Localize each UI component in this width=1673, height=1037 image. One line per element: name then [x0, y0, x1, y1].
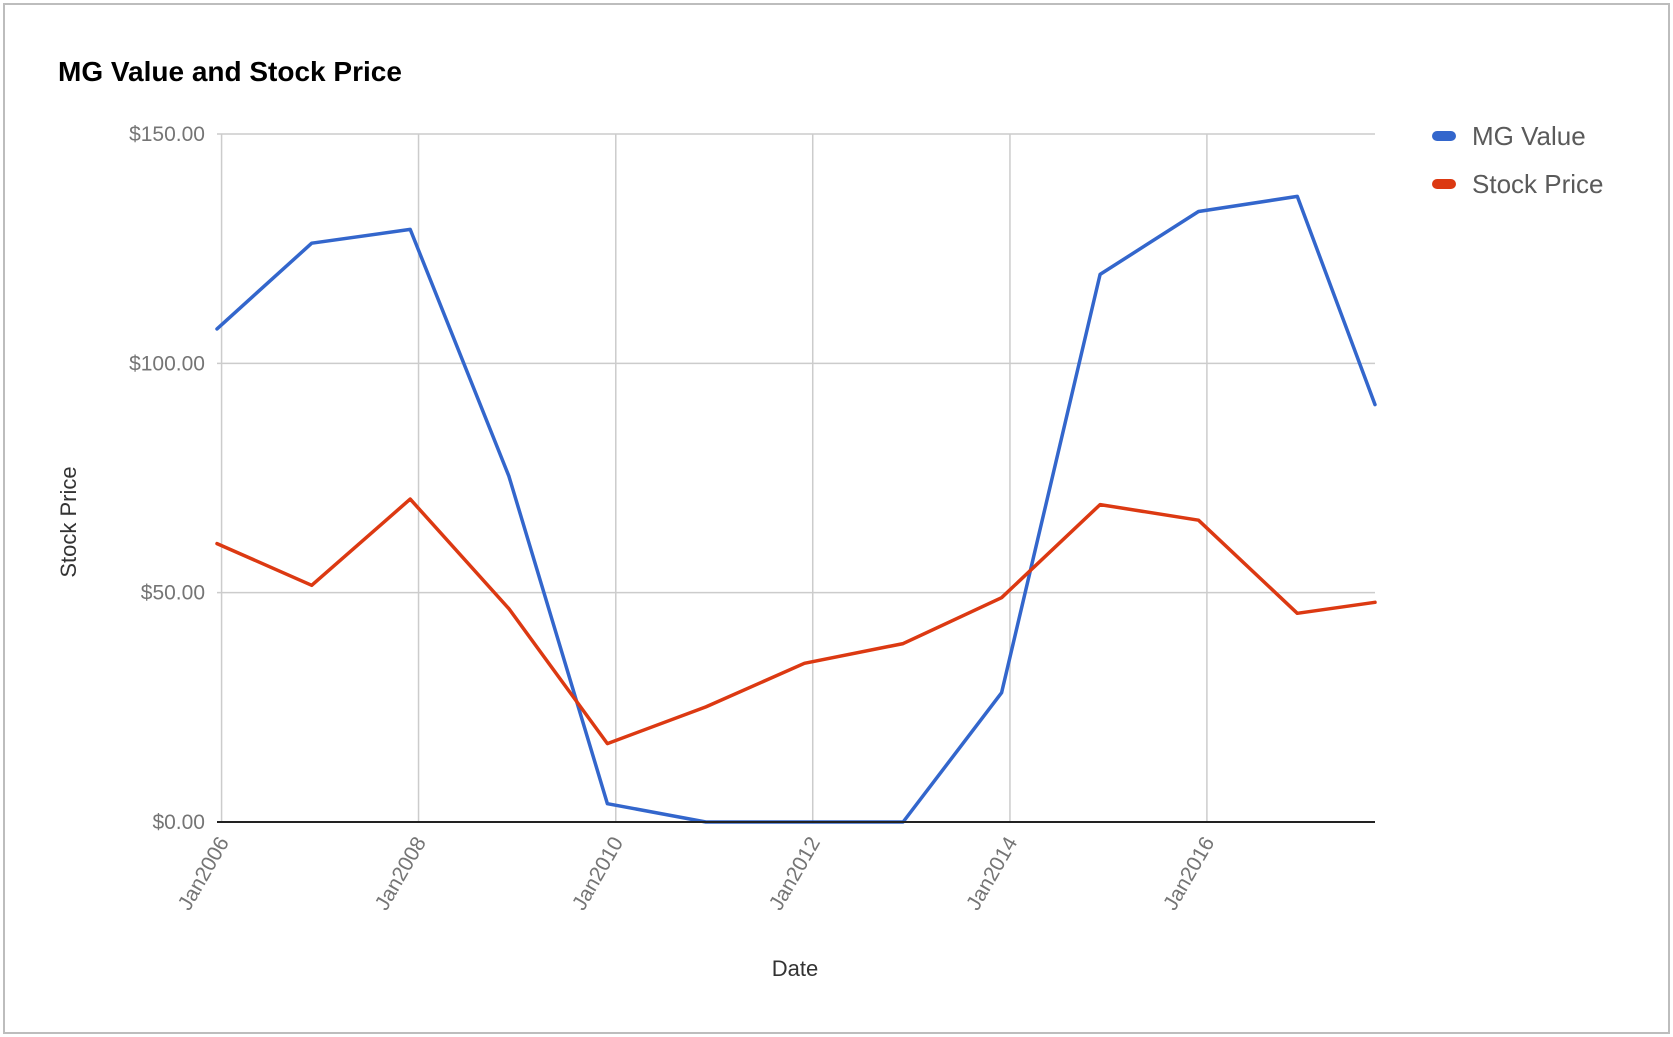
data-point-stock-price — [1000, 596, 1004, 600]
data-point-mg-value — [1373, 403, 1377, 407]
data-point-mg-value — [1197, 210, 1201, 214]
y-tick-label: $150.00 — [129, 123, 205, 146]
data-point-mg-value — [310, 241, 314, 245]
data-point-stock-price — [408, 497, 412, 501]
data-point-mg-value — [1098, 272, 1102, 276]
chart-border — [3, 3, 1670, 1034]
data-point-stock-price — [215, 542, 219, 546]
data-point-mg-value — [1000, 691, 1004, 695]
data-point-stock-price — [901, 642, 905, 646]
legend-label: MG Value — [1472, 121, 1586, 151]
data-point-stock-price — [802, 661, 806, 665]
data-point-stock-price — [507, 607, 511, 611]
data-point-mg-value — [507, 474, 511, 478]
series-line-stock-price — [215, 497, 1377, 746]
y-tick-label: $50.00 — [141, 582, 205, 605]
x-axis-title: Date — [772, 956, 818, 981]
data-point-mg-value — [215, 327, 219, 331]
chart-title: MG Value and Stock Price — [58, 56, 402, 87]
data-point-stock-price — [1373, 600, 1377, 604]
legend: MG Value Stock Price — [1432, 121, 1604, 199]
data-point-stock-price — [605, 742, 609, 746]
y-axis-ticks: $0.00 $50.00 $100.00 $150.00 — [129, 123, 205, 834]
y-tick-label: $100.00 — [129, 352, 205, 375]
data-point-stock-price — [1197, 518, 1201, 522]
data-point-stock-price — [1295, 611, 1299, 615]
y-tick-label: $0.00 — [152, 811, 205, 834]
legend-label: Stock Price — [1472, 169, 1604, 199]
data-point-stock-price — [1098, 503, 1102, 507]
gridlines — [217, 133, 1375, 822]
y-axis-title: Stock Price — [56, 466, 81, 577]
legend-swatch — [1432, 131, 1456, 141]
data-point-stock-price — [704, 705, 708, 709]
data-point-mg-value — [408, 227, 412, 231]
data-point-mg-value — [605, 802, 609, 806]
legend-swatch — [1432, 179, 1456, 189]
data-point-mg-value — [1295, 194, 1299, 198]
data-point-stock-price — [310, 583, 314, 587]
